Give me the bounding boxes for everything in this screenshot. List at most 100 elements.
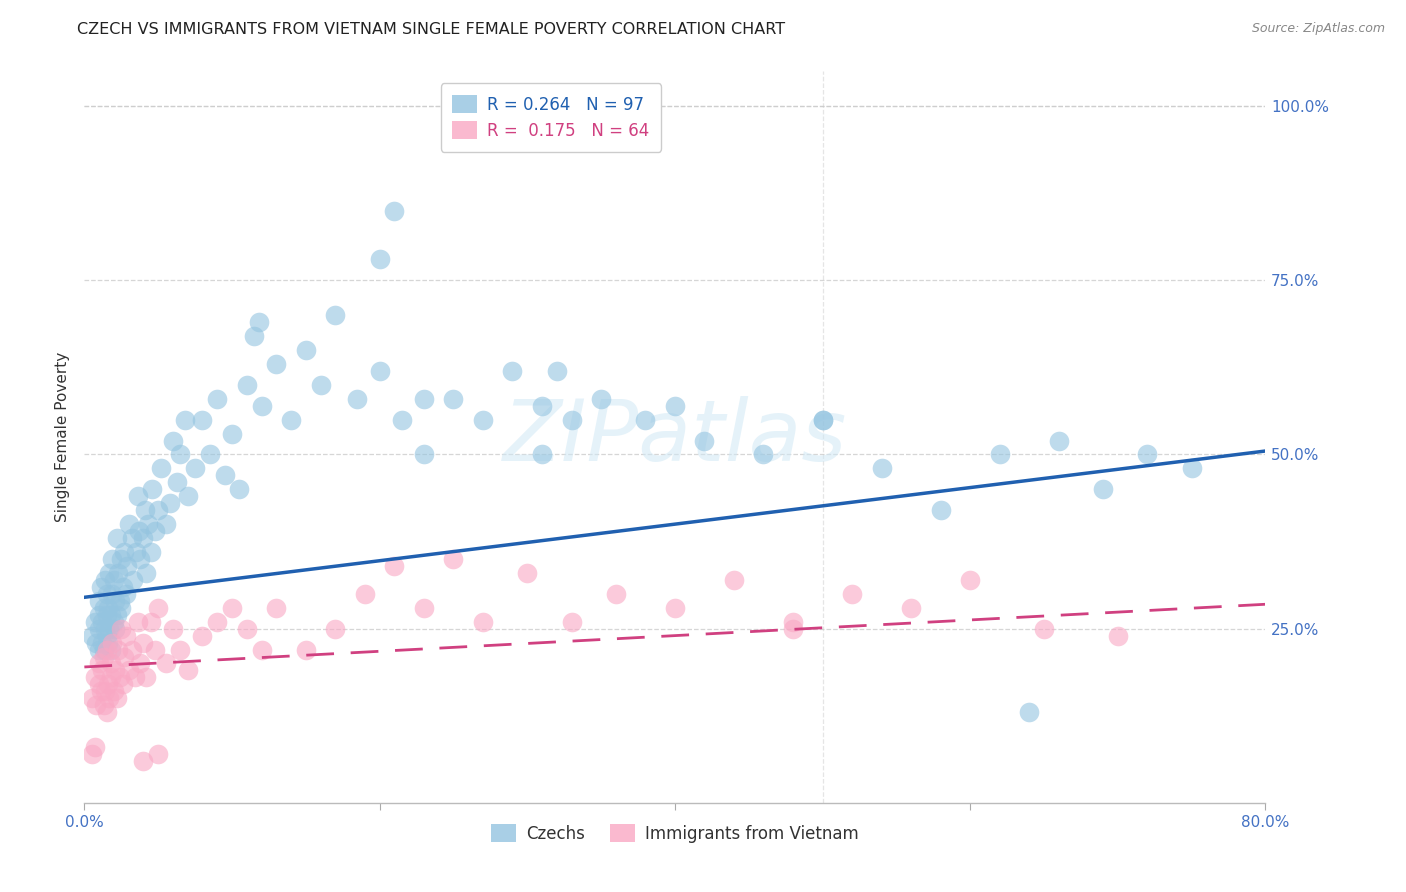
Czechs bbox=[929, 503, 952, 517]
Czechs bbox=[1092, 483, 1115, 497]
Immigrants from Vietnam bbox=[118, 664, 141, 678]
Immigrants from Vietnam bbox=[295, 642, 318, 657]
Czechs bbox=[870, 461, 893, 475]
Immigrants from Vietnam bbox=[97, 677, 120, 691]
Czechs bbox=[125, 545, 148, 559]
Czechs bbox=[1018, 705, 1040, 719]
Immigrants from Vietnam bbox=[169, 642, 191, 657]
Czechs bbox=[87, 607, 111, 622]
Czechs bbox=[325, 308, 347, 322]
Immigrants from Vietnam bbox=[121, 642, 143, 657]
Immigrants from Vietnam bbox=[105, 691, 128, 706]
Czechs bbox=[382, 203, 406, 218]
Czechs bbox=[531, 399, 554, 413]
Immigrants from Vietnam bbox=[472, 615, 495, 629]
Immigrants from Vietnam bbox=[177, 664, 200, 678]
Immigrants from Vietnam bbox=[143, 642, 166, 657]
Immigrants from Vietnam bbox=[110, 622, 132, 636]
Czechs bbox=[169, 448, 191, 462]
Czechs bbox=[191, 412, 214, 426]
Czechs bbox=[413, 448, 436, 462]
Immigrants from Vietnam bbox=[108, 670, 131, 684]
Czechs bbox=[108, 594, 131, 608]
Immigrants from Vietnam bbox=[266, 600, 288, 615]
Czechs bbox=[87, 642, 111, 657]
Immigrants from Vietnam bbox=[132, 754, 155, 768]
Immigrants from Vietnam bbox=[605, 587, 627, 601]
Immigrants from Vietnam bbox=[959, 573, 981, 587]
Czechs bbox=[121, 531, 143, 545]
Czechs bbox=[105, 607, 128, 622]
Czechs bbox=[93, 600, 115, 615]
Immigrants from Vietnam bbox=[135, 670, 157, 684]
Czechs bbox=[93, 642, 115, 657]
Immigrants from Vietnam bbox=[443, 552, 465, 566]
Czechs bbox=[101, 587, 124, 601]
Immigrants from Vietnam bbox=[104, 664, 127, 678]
Czechs bbox=[132, 531, 155, 545]
Czechs bbox=[443, 392, 465, 406]
Czechs bbox=[228, 483, 250, 497]
Czechs bbox=[1047, 434, 1070, 448]
Legend: Czechs, Immigrants from Vietnam: Czechs, Immigrants from Vietnam bbox=[485, 817, 865, 849]
Immigrants from Vietnam bbox=[96, 705, 118, 719]
Czechs bbox=[103, 615, 125, 629]
Czechs bbox=[811, 412, 834, 426]
Czechs bbox=[129, 552, 152, 566]
Immigrants from Vietnam bbox=[516, 566, 538, 580]
Czechs bbox=[98, 566, 121, 580]
Immigrants from Vietnam bbox=[100, 657, 122, 671]
Immigrants from Vietnam bbox=[93, 698, 115, 713]
Czechs bbox=[173, 412, 195, 426]
Czechs bbox=[111, 580, 134, 594]
Czechs bbox=[107, 566, 129, 580]
Czechs bbox=[591, 392, 613, 406]
Czechs bbox=[1136, 448, 1159, 462]
Czechs bbox=[104, 594, 127, 608]
Czechs bbox=[309, 377, 332, 392]
Czechs bbox=[501, 364, 523, 378]
Czechs bbox=[988, 448, 1011, 462]
Immigrants from Vietnam bbox=[103, 684, 125, 698]
Czechs bbox=[91, 615, 114, 629]
Czechs bbox=[413, 392, 436, 406]
Czechs bbox=[94, 573, 117, 587]
Immigrants from Vietnam bbox=[112, 649, 135, 664]
Czechs bbox=[177, 489, 200, 503]
Text: ZIPatlas: ZIPatlas bbox=[503, 395, 846, 479]
Czechs bbox=[247, 315, 270, 329]
Czechs bbox=[114, 587, 136, 601]
Immigrants from Vietnam bbox=[1033, 622, 1056, 636]
Immigrants from Vietnam bbox=[100, 670, 122, 684]
Czechs bbox=[472, 412, 495, 426]
Czechs bbox=[162, 434, 184, 448]
Immigrants from Vietnam bbox=[91, 664, 114, 678]
Czechs bbox=[84, 635, 107, 649]
Czechs bbox=[80, 629, 103, 643]
Immigrants from Vietnam bbox=[87, 657, 111, 671]
Immigrants from Vietnam bbox=[98, 691, 121, 706]
Czechs bbox=[214, 468, 236, 483]
Czechs bbox=[94, 622, 117, 636]
Text: Source: ZipAtlas.com: Source: ZipAtlas.com bbox=[1251, 22, 1385, 36]
Immigrants from Vietnam bbox=[162, 622, 184, 636]
Immigrants from Vietnam bbox=[155, 657, 177, 671]
Immigrants from Vietnam bbox=[93, 649, 115, 664]
Czechs bbox=[634, 412, 657, 426]
Czechs bbox=[115, 558, 138, 573]
Immigrants from Vietnam bbox=[80, 691, 103, 706]
Immigrants from Vietnam bbox=[900, 600, 922, 615]
Czechs bbox=[546, 364, 568, 378]
Immigrants from Vietnam bbox=[664, 600, 686, 615]
Czechs bbox=[184, 461, 207, 475]
Czechs bbox=[91, 635, 114, 649]
Czechs bbox=[143, 524, 166, 538]
Immigrants from Vietnam bbox=[96, 642, 118, 657]
Czechs bbox=[96, 587, 118, 601]
Czechs bbox=[693, 434, 716, 448]
Czechs bbox=[134, 503, 156, 517]
Czechs bbox=[87, 594, 111, 608]
Czechs bbox=[98, 622, 121, 636]
Y-axis label: Single Female Poverty: Single Female Poverty bbox=[55, 352, 70, 522]
Czechs bbox=[155, 517, 177, 532]
